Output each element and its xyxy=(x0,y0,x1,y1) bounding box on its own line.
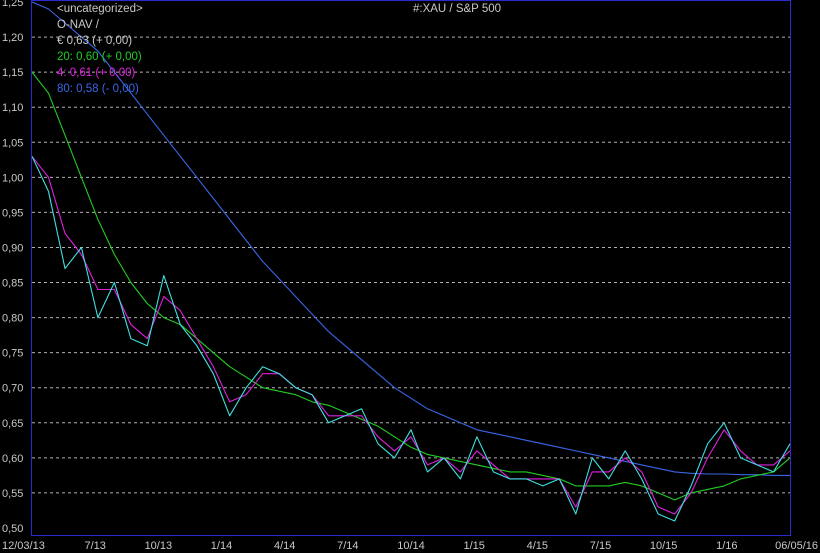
y-tick-label: 0,50 xyxy=(2,523,23,535)
series-line-ma80 xyxy=(31,1,790,476)
series-layer xyxy=(31,1,791,522)
y-axis-ticks: 1,25 1,20 1,15 1,10 1,05 1,00 0,95 0,90 0,85 0,80… xyxy=(2,0,23,535)
x-tick-label: 7/15 xyxy=(590,540,611,552)
category-label: <uncategorized> xyxy=(57,3,143,15)
series-line-ma4 xyxy=(31,155,791,515)
x-tick-label: 10/13 xyxy=(145,540,173,552)
y-tick-label: 1,15 xyxy=(2,67,23,79)
price-readout: € 0,63 (+ 0,00) xyxy=(57,35,133,47)
y-tick-label: 0,90 xyxy=(2,242,23,254)
x-tick-label: 4/15 xyxy=(527,540,548,552)
instrument-name: O-NAV / xyxy=(57,19,99,31)
y-tick-label: 1,05 xyxy=(2,137,23,149)
x-tick-label: 1/16 xyxy=(716,540,737,552)
x-tick-label: 1/14 xyxy=(211,540,232,552)
ma80-readout: 80: 0,58 (- 0,00) xyxy=(57,83,139,95)
x-tick-label: 10/14 xyxy=(397,540,425,552)
y-tick-label: 0,65 xyxy=(2,418,23,430)
ma4-readout: 4: 0,61 (+ 0,00) xyxy=(57,67,136,79)
x-tick-label: 06/05/16 xyxy=(775,540,818,552)
y-tick-label: 0,75 xyxy=(2,348,23,360)
y-tick-label: 1,10 xyxy=(2,102,23,114)
x-tick-label: 4/14 xyxy=(274,540,295,552)
y-tick-label: 0,95 xyxy=(2,207,23,219)
x-axis-ticks: 12/03/13 7/13 10/13 1/14 4/14 7/14 10/14 1/15 4/… xyxy=(2,540,818,552)
y-tick-label: 1,25 xyxy=(2,0,23,9)
y-tick-label: 1,00 xyxy=(2,172,23,184)
y-tick-label: 0,85 xyxy=(2,278,23,290)
x-tick-label: 7/13 xyxy=(84,540,105,552)
y-tick-label: 0,80 xyxy=(2,313,23,325)
grid-layer xyxy=(32,36,790,494)
series-line-ma20 xyxy=(31,71,791,501)
x-tick-label: 10/15 xyxy=(650,540,678,552)
y-tick-label: 0,60 xyxy=(2,453,23,465)
symbol-title: #:XAU / S&P 500 xyxy=(413,3,502,15)
plot-frame xyxy=(31,0,791,536)
x-tick-label: 12/03/13 xyxy=(2,540,45,552)
y-tick-label: 1,20 xyxy=(2,32,23,44)
series-line-price xyxy=(31,156,791,522)
y-tick-label: 0,70 xyxy=(2,383,23,395)
x-tick-label: 7/14 xyxy=(337,540,358,552)
x-tick-label: 1/15 xyxy=(463,540,484,552)
ma20-readout: 20: 0,60 (+ 0,00) xyxy=(57,51,142,63)
y-tick-label: 0,55 xyxy=(2,488,23,500)
